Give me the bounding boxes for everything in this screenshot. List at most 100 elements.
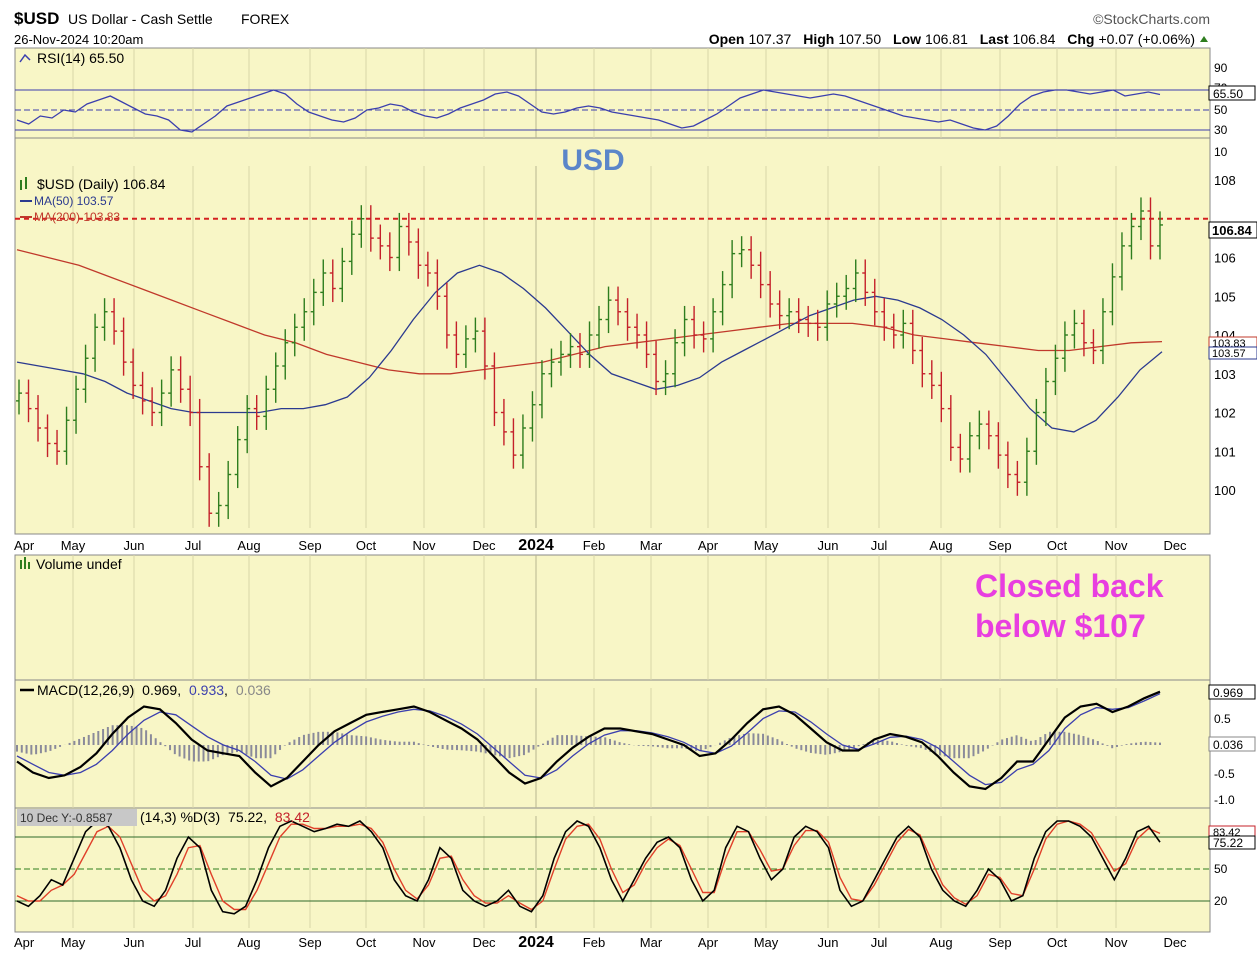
- macd-legend: MACD(12,26,9) 0.969, 0.933, 0.036: [37, 682, 271, 698]
- rsi-value-box: [1208, 85, 1256, 101]
- time-axis-label: Aug: [929, 935, 952, 950]
- instrument-name: US Dollar - Cash Settle: [68, 11, 213, 27]
- up-arrow-icon: [1200, 36, 1208, 42]
- time-axis-label: Feb: [583, 538, 605, 553]
- time-axis-label: Feb: [583, 935, 605, 950]
- rsi-tick-label: 50: [1214, 103, 1228, 117]
- time-axis-label: 2024: [518, 934, 554, 951]
- ma50-value-label: 103.57: [1212, 348, 1246, 360]
- usd-annotation: USD: [561, 144, 624, 177]
- stochastic-k-line: [16, 820, 1161, 915]
- macd-hist-value-label: 0.036: [1213, 738, 1243, 752]
- volume-icon: [28, 562, 30, 569]
- stochastic-tick-label: 20: [1214, 894, 1228, 908]
- note-line-2: below $107: [975, 608, 1146, 644]
- cursor-readout: 10 Dec Y:-0.8587: [20, 811, 113, 825]
- time-axis-label: Jun: [818, 935, 839, 950]
- candle-icon: [25, 177, 27, 189]
- rsi-value-label: 65.50: [1213, 87, 1243, 101]
- time-axis-label: 2024: [518, 537, 554, 554]
- time-axis-label: May: [61, 538, 86, 553]
- time-axis-label: Jul: [185, 935, 202, 950]
- rsi-panel: [14, 47, 1211, 139]
- ma50-legend: MA(50) 103.57: [34, 194, 114, 208]
- macd-value-box: [1208, 684, 1256, 700]
- price-tick-label: 100: [1214, 483, 1236, 498]
- chart-marks: [16, 53, 1163, 915]
- time-axis-label: Oct: [1047, 538, 1068, 553]
- stoch-k-value-label: 75.22: [1213, 836, 1243, 850]
- time-axis-label: Sep: [298, 935, 321, 950]
- time-axis-label: Oct: [356, 538, 377, 553]
- symbol-label: $USD: [14, 9, 59, 28]
- grid-lines: [72, 48, 1117, 928]
- time-axis-label: Dec: [472, 538, 496, 553]
- ohlc-readout: Open 107.37 High 107.50 Low 106.81 Last 106.…: [709, 31, 1195, 47]
- macd-tick-label: 0.5: [1214, 712, 1231, 726]
- stochastic-legend: (14,3) %D(3) 75.22, 83.42: [140, 809, 310, 825]
- volume-icon: [24, 557, 26, 569]
- time-axis-label: Nov: [412, 538, 436, 553]
- stochastic-tick-label: 50: [1214, 862, 1228, 876]
- datetime-label: 26-Nov-2024 10:20am: [14, 32, 143, 47]
- time-axis-label: May: [754, 538, 779, 553]
- time-axis-label: Oct: [1047, 935, 1068, 950]
- macd-tick-label: -0.5: [1214, 767, 1235, 781]
- time-axis-label: May: [754, 935, 779, 950]
- watermark: ©StockCharts.com: [1093, 11, 1210, 27]
- rsi-legend: RSI(14) 65.50: [37, 50, 124, 66]
- price-panel: [14, 137, 1211, 535]
- time-axis-label: Sep: [988, 538, 1011, 553]
- time-axis-label: Jul: [871, 538, 888, 553]
- time-axis-label: Apr: [698, 935, 719, 950]
- time-axis-label: Mar: [640, 538, 663, 553]
- macd-line: [16, 690, 1161, 791]
- time-axis-label: Dec: [1163, 935, 1187, 950]
- macd-hist-value-box: [1208, 736, 1256, 752]
- cursor-readout-box: [17, 809, 137, 826]
- price-tick-label: 103: [1214, 367, 1236, 382]
- time-axis-label: Aug: [929, 538, 952, 553]
- time-axis-label: Dec: [1163, 538, 1187, 553]
- time-axis-label: Aug: [237, 935, 260, 950]
- time-axis-label: Apr: [14, 538, 35, 553]
- macd-tick-label: -1.0: [1214, 793, 1235, 807]
- axis-labels: Apr May Jun Jul Aug Sep Oct Nov Dec 2024 Feb Mar Apr…: [14, 61, 1257, 951]
- time-axis-label: Jun: [124, 935, 145, 950]
- chart-header: $USD US Dollar - Cash Settle FOREX 26-No…: [14, 9, 1210, 47]
- time-axis-label: Jun: [818, 538, 839, 553]
- note-line-1: Closed back: [975, 568, 1164, 604]
- time-axis-label: May: [61, 935, 86, 950]
- volume-legend: Volume undef: [36, 556, 122, 572]
- exchange-label: FOREX: [241, 11, 290, 27]
- volume-icon: [20, 560, 22, 569]
- time-axis-label: Jun: [124, 538, 145, 553]
- rsi-tick-label: 30: [1214, 123, 1228, 137]
- time-axis-label: Apr: [14, 935, 35, 950]
- time-axis-label: Jul: [871, 935, 888, 950]
- time-axis-label: Apr: [698, 538, 719, 553]
- last-price-label: 106.84: [1212, 223, 1253, 238]
- macd-signal-line: [16, 693, 1161, 786]
- rsi-icon: [19, 53, 31, 63]
- time-axis-label: Sep: [298, 538, 321, 553]
- legends: RSI(14) 65.50 $USD (Daily) 106.84 MA(50)…: [17, 50, 310, 826]
- price-legend: $USD (Daily) 106.84: [37, 176, 166, 192]
- macd-value-label: 0.969: [1213, 686, 1243, 700]
- time-axis-label: Dec: [472, 935, 496, 950]
- price-tick-label: 106: [1214, 251, 1236, 266]
- price-tick-label: 108: [1214, 173, 1236, 188]
- price-tick-label: 102: [1214, 406, 1236, 421]
- volume-panel: [14, 554, 1211, 681]
- time-axis-label: Nov: [1104, 538, 1128, 553]
- last-price-box: [1208, 221, 1257, 239]
- price-tick-label: 105: [1214, 289, 1236, 304]
- ma200-legend: MA(200) 103.83: [34, 210, 120, 224]
- rsi-line: [16, 89, 1161, 133]
- time-axis-label: Mar: [640, 935, 663, 950]
- time-axis-label: Aug: [237, 538, 260, 553]
- time-axis-label: Sep: [988, 935, 1011, 950]
- time-axis-label: Oct: [356, 935, 377, 950]
- candle-icon: [20, 180, 22, 190]
